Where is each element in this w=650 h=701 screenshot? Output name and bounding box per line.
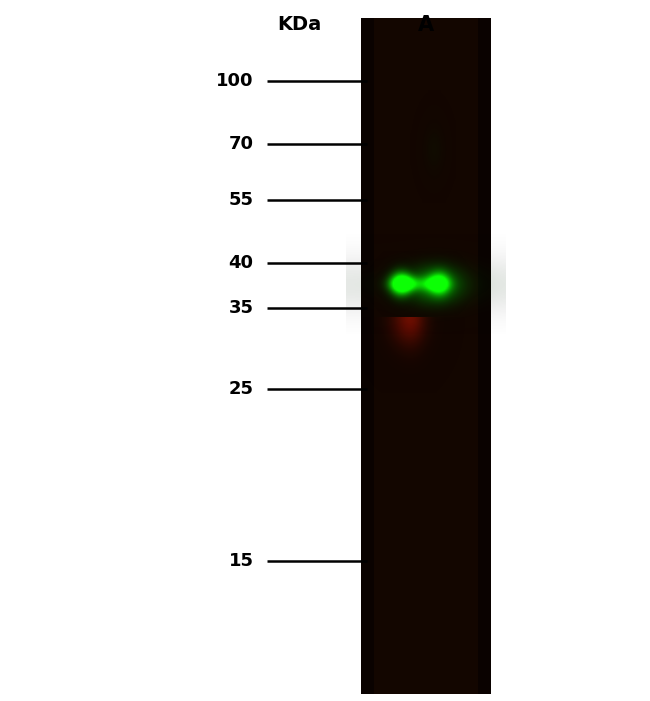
Text: 70: 70 xyxy=(229,135,254,153)
Text: A: A xyxy=(418,15,434,34)
Bar xyxy=(478,18,491,694)
Text: 100: 100 xyxy=(216,72,254,90)
Text: 55: 55 xyxy=(229,191,254,209)
Text: 25: 25 xyxy=(229,380,254,398)
Text: 15: 15 xyxy=(229,552,254,570)
Text: KDa: KDa xyxy=(277,15,321,34)
Text: 35: 35 xyxy=(229,299,254,318)
Bar xyxy=(361,18,374,694)
Text: 40: 40 xyxy=(229,254,254,272)
Bar xyxy=(361,18,491,694)
